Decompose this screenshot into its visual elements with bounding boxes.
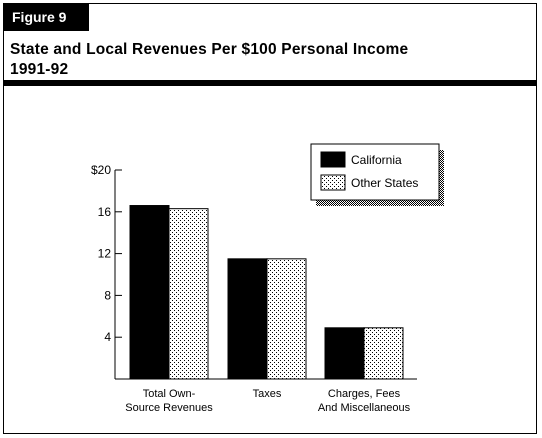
y-tick-label: 4 [104, 330, 111, 344]
figure-frame [3, 3, 537, 434]
bar [129, 205, 170, 380]
legend-swatch [320, 151, 346, 168]
chart-title-line-1: State and Local Revenues Per $100 Person… [10, 41, 409, 58]
chart-title-line-2: 1991-92 [10, 61, 69, 78]
bar [266, 258, 307, 380]
x-tick-label: Source Revenues [125, 402, 213, 414]
bar [363, 327, 404, 380]
chart-title: State and Local Revenues Per $100 Person… [10, 40, 530, 80]
bar [168, 208, 209, 380]
title-rule [3, 80, 537, 86]
x-tick-label: Charges, Fees [328, 388, 401, 400]
figure-label: Figure 9 [3, 3, 89, 31]
y-tick-label: $20 [91, 163, 111, 177]
bar [227, 258, 268, 380]
y-tick-label: 12 [98, 247, 112, 261]
x-tick-label: Taxes [253, 388, 282, 400]
legend-swatch [320, 174, 346, 191]
x-tick-label: And Miscellaneous [318, 402, 411, 414]
legend-label: Other States [351, 176, 418, 190]
x-tick-label: Total Own- [143, 388, 196, 400]
y-tick-label: 8 [104, 288, 111, 302]
bar [324, 327, 365, 380]
y-tick-label: 16 [98, 205, 112, 219]
legend-label: California [351, 153, 402, 167]
